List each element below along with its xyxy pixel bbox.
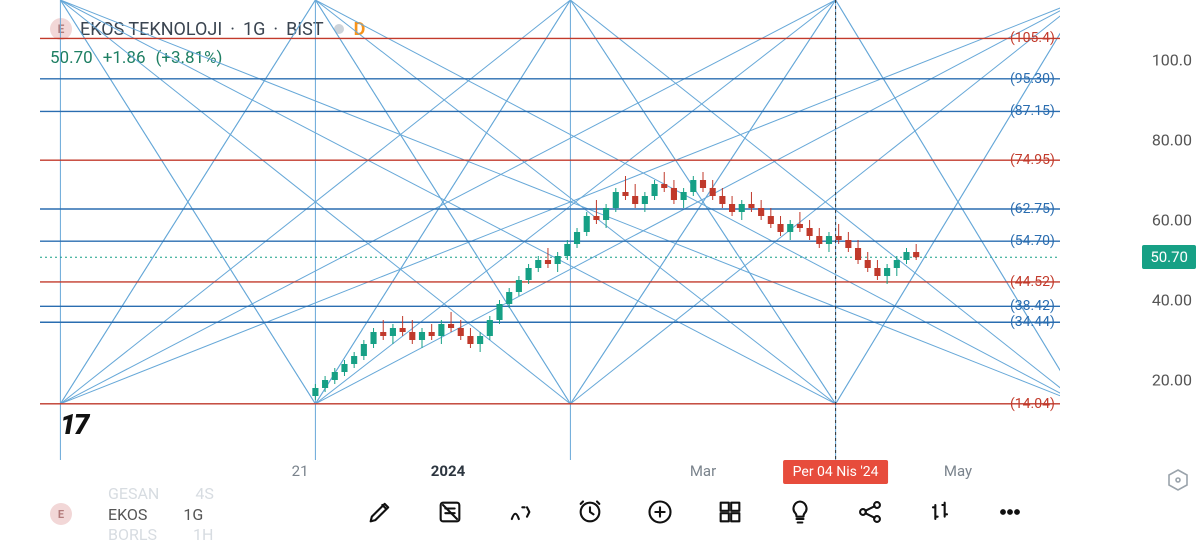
more-button[interactable] — [990, 492, 1030, 532]
wl-tf: 1H — [193, 525, 213, 540]
root: E EKOS TEKNOLOJI · 1G · BIST D 50.70 +1.… — [0, 0, 1200, 540]
wl-tf: 4S — [195, 484, 214, 503]
level-label: (14.04) — [1010, 396, 1055, 412]
y-tick: 80.00 — [1152, 131, 1192, 150]
watchlist-row-next[interactable]: BORLS 1H — [50, 525, 214, 540]
level-label: (74.95) — [1010, 152, 1055, 168]
add-button[interactable] — [640, 492, 680, 532]
wl-sym: EKOS — [108, 505, 147, 524]
level-label: (105.4) — [1010, 30, 1055, 46]
note-tool-button[interactable] — [430, 492, 470, 532]
idea-button[interactable] — [780, 492, 820, 532]
level-label: (95.30) — [1010, 71, 1055, 87]
y-tick: 20.00 — [1152, 371, 1192, 390]
y-axis[interactable]: 100.0 80.00 60.00 40.00 20.00 50.70 — [1060, 0, 1200, 460]
bottom-toolbar — [360, 492, 1030, 532]
x-tick: Mar — [690, 462, 716, 480]
y-tick: 40.00 — [1152, 291, 1192, 310]
current-price-tag: 50.70 — [1142, 245, 1196, 269]
indicators-button[interactable] — [500, 492, 540, 532]
draw-tool-button[interactable] — [360, 492, 400, 532]
alert-button[interactable] — [570, 492, 610, 532]
watchlist-row-current[interactable]: E EKOS 1G — [50, 503, 214, 525]
price-chart[interactable] — [40, 0, 1060, 460]
watchlist-strip[interactable]: GESAN 4S E EKOS 1G BORLS 1H — [50, 500, 214, 540]
tradingview-logo-icon: 17 — [60, 408, 87, 441]
x-tick: 2024 — [431, 462, 465, 480]
chart-type-button[interactable] — [920, 492, 960, 532]
chart-settings-button[interactable] — [1166, 468, 1190, 492]
y-tick: 60.00 — [1152, 211, 1192, 230]
wl-sym: BORLS — [108, 525, 157, 540]
chart-area[interactable]: 100.080.0060.0040.0020.0050.70 212024Mar… — [0, 0, 1200, 460]
level-label: (34.44) — [1010, 314, 1055, 330]
level-label: (54.70) — [1010, 233, 1055, 249]
cursor-date-label: Per 04 Nis '24 — [783, 460, 889, 484]
share-button[interactable] — [850, 492, 890, 532]
level-label: (62.75) — [1010, 201, 1055, 217]
y-tick: 100.0 — [1152, 51, 1192, 70]
wl-sym: GESAN — [108, 484, 159, 503]
watchlist-row-prev[interactable]: GESAN 4S — [50, 484, 214, 503]
layout-button[interactable] — [710, 492, 750, 532]
x-tick: May — [944, 462, 972, 480]
x-axis[interactable]: 21 2024 Mar May Per 04 Nis '24 — [40, 462, 1060, 486]
wl-badge: E — [50, 503, 72, 525]
level-label: (38.42) — [1010, 298, 1055, 314]
level-label: (44.52) — [1010, 274, 1055, 290]
level-label: (87.15) — [1010, 103, 1055, 119]
x-tick: 21 — [292, 462, 309, 480]
wl-tf: 1G — [183, 505, 203, 524]
